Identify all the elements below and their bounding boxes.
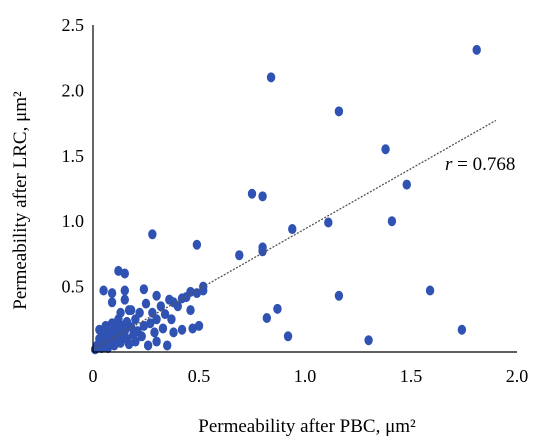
x-tick-label: 1.0 — [294, 366, 317, 386]
x-tick-label: 1.5 — [400, 366, 423, 386]
data-point — [266, 72, 276, 83]
data-point — [120, 294, 129, 305]
data-point — [192, 239, 202, 250]
data-point — [143, 340, 153, 351]
data-point — [194, 320, 204, 331]
data-point — [120, 268, 129, 279]
data-point — [152, 290, 161, 301]
x-tick-label: 0 — [89, 366, 98, 386]
data-point — [324, 217, 333, 228]
data-point — [160, 309, 170, 320]
data-point — [158, 323, 168, 334]
data-point — [472, 44, 481, 55]
x-axis-title: Permeability after PBC, μm² — [198, 416, 416, 437]
y-axis-title: Permeability after LRC, μm² — [10, 91, 31, 310]
data-point — [99, 285, 108, 296]
data-point — [334, 290, 344, 301]
data-point — [381, 144, 390, 155]
data-point — [258, 191, 267, 202]
data-point — [107, 297, 117, 308]
data-point — [188, 323, 197, 334]
data-point — [167, 314, 176, 325]
data-point — [150, 327, 159, 338]
data-point — [131, 336, 140, 347]
data-point — [148, 229, 157, 240]
data-point — [126, 322, 136, 333]
data-point — [235, 250, 244, 261]
data-point — [425, 285, 435, 296]
data-point — [152, 314, 161, 325]
correlation-symbol: r — [445, 154, 453, 175]
correlation-value: = 0.768 — [452, 154, 515, 175]
data-point — [116, 307, 125, 318]
data-point — [114, 265, 123, 276]
data-point — [169, 297, 178, 308]
y-tick-labels: 0.5 1.0 1.5 2.0 2.5 — [62, 15, 85, 297]
data-point — [124, 339, 134, 350]
data-point — [283, 331, 293, 342]
data-point — [177, 324, 187, 335]
data-point — [169, 327, 178, 338]
data-point — [387, 216, 397, 227]
data-point — [334, 106, 344, 117]
x-tick-label: 2.0 — [506, 366, 529, 386]
data-point — [163, 340, 172, 351]
data-point — [135, 307, 144, 318]
data-point — [247, 188, 257, 199]
data-point — [152, 336, 161, 347]
data-point — [156, 301, 166, 312]
data-point — [141, 298, 151, 309]
x-tick-labels: 0 0.5 1.0 1.5 2.0 — [89, 366, 529, 386]
data-point — [139, 284, 149, 295]
data-point — [273, 303, 282, 314]
data-point — [364, 335, 373, 346]
data-point — [137, 331, 146, 342]
data-point — [402, 179, 411, 190]
data-point — [186, 286, 195, 297]
data-point — [186, 305, 195, 316]
x-tick-label: 0.5 — [188, 366, 211, 386]
y-tick-label: 2.0 — [62, 80, 85, 100]
data-point — [124, 305, 134, 316]
trendline — [92, 119, 497, 350]
data-point — [288, 224, 297, 235]
correlation-annotation: r = 0.768 — [445, 154, 515, 175]
data-point — [146, 318, 155, 329]
y-tick-label: 0.5 — [62, 277, 85, 297]
data-point — [457, 324, 467, 335]
points-layer — [90, 44, 481, 355]
y-tick-label: 1.0 — [62, 211, 85, 231]
y-tick-label: 2.5 — [62, 15, 85, 35]
y-tick-label: 1.5 — [62, 146, 85, 166]
data-point — [192, 288, 202, 299]
data-point — [262, 312, 272, 323]
data-point — [107, 288, 117, 299]
data-point — [258, 246, 267, 257]
data-point — [139, 320, 149, 331]
data-point — [120, 285, 129, 296]
